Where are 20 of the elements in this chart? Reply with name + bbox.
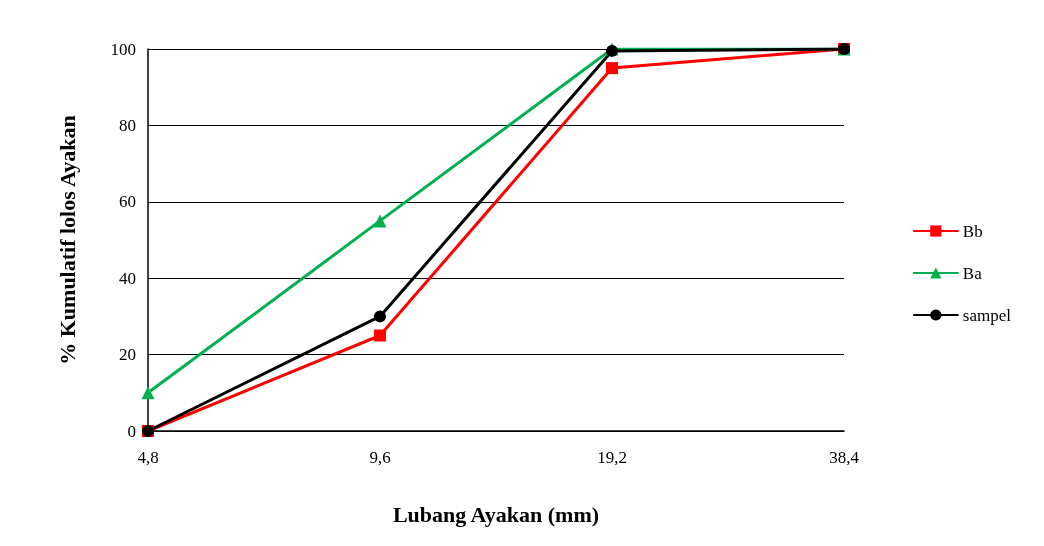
y-axis-title: % Kumulatif lolos Ayakan <box>54 115 80 365</box>
x-axis-title: Lubang Ayakan (mm) <box>392 501 600 527</box>
point <box>606 62 618 75</box>
legend-label: Bb <box>962 221 983 241</box>
y-tick-label: 20 <box>119 345 136 365</box>
point <box>374 329 386 342</box>
point <box>141 386 155 400</box>
legend-label: Ba <box>962 263 983 283</box>
y-tick-label: 60 <box>119 192 136 212</box>
x-tick-label: 19,2 <box>597 448 627 467</box>
x-tick-label: 38,4 <box>829 448 860 467</box>
legend-label: sampel <box>962 305 1012 325</box>
y-tick-label: 100 <box>110 39 136 59</box>
x-tick-label: 4,8 <box>137 448 159 467</box>
y-tick-label: 40 <box>119 268 136 288</box>
x-tick-label: 9,6 <box>369 448 391 467</box>
y-tick-label: 80 <box>119 115 136 135</box>
point <box>374 310 386 323</box>
point <box>373 214 387 228</box>
y-tick-label: 0 <box>127 421 136 441</box>
